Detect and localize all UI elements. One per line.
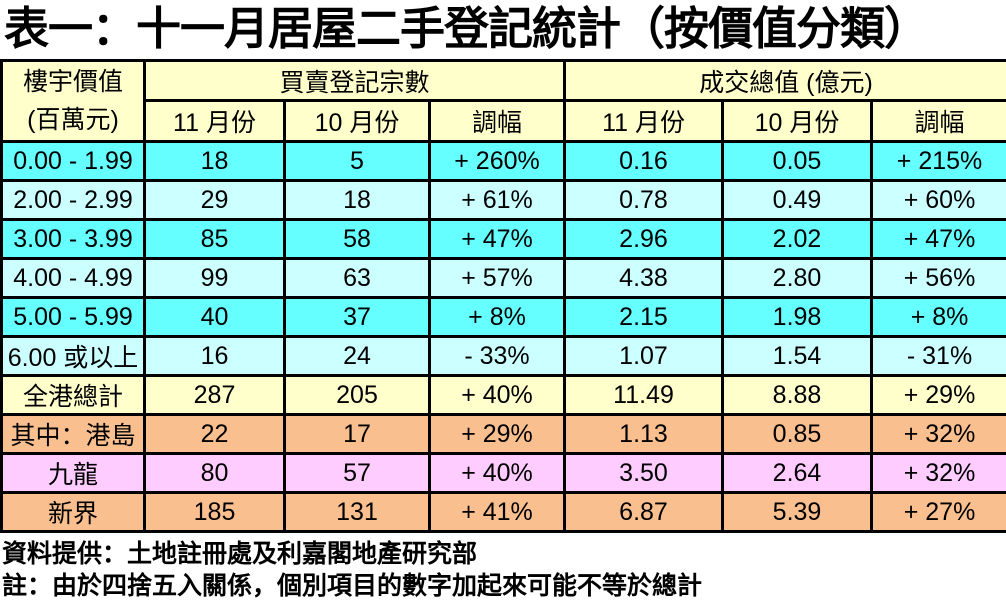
cell-reg-change: + 260% <box>427 140 567 182</box>
cell-val-oct: 1.54 <box>721 335 874 377</box>
cell-val-change: + 60% <box>870 179 1006 221</box>
cell-val-change: + 32% <box>870 413 1006 455</box>
cell-reg-nov: 40 <box>143 296 286 338</box>
table-row-hk-island: 其中：港島 22 17 + 29% 1.13 0.85 + 32% <box>0 413 1006 455</box>
cell-val-nov: 6.87 <box>563 491 725 533</box>
cell-val-oct: 2.64 <box>721 452 874 494</box>
column-header-reg-oct: 10 月份 <box>283 99 431 143</box>
cell-val-oct: 8.88 <box>721 374 874 416</box>
table-row: 6.00 或以上 16 24 - 33% 1.07 1.54 - 31% <box>0 335 1006 377</box>
cell-reg-change: - 33% <box>427 335 567 377</box>
row-label: 3.00 - 3.99 <box>0 218 146 260</box>
cell-reg-change: + 61% <box>427 179 567 221</box>
cell-val-change: + 56% <box>870 257 1006 299</box>
cell-val-nov: 3.50 <box>563 452 725 494</box>
building-value-unit: (百萬元) <box>27 106 119 134</box>
row-label: 0.00 - 1.99 <box>0 140 146 182</box>
cell-reg-change: + 8% <box>427 296 567 338</box>
page-title: 表一：十一月居屋二手登記統計（按價值分類） <box>4 3 929 54</box>
group-header-total-value: 成交總值 (億元) <box>563 59 1006 102</box>
table-row-new-territories: 新界 185 131 + 41% 6.87 5.39 + 27% <box>0 491 1006 533</box>
cell-reg-oct: 37 <box>283 296 431 338</box>
cell-reg-nov: 287 <box>143 374 286 416</box>
cell-reg-oct: 17 <box>283 413 431 455</box>
row-label: 九龍 <box>0 452 146 494</box>
cell-val-nov: 2.96 <box>563 218 725 260</box>
cell-reg-nov: 22 <box>143 413 286 455</box>
cell-reg-nov: 185 <box>143 491 286 533</box>
table-row: 3.00 - 3.99 85 58 + 47% 2.96 2.02 + 47% <box>0 218 1006 260</box>
row-label: 2.00 - 2.99 <box>0 179 146 221</box>
cell-val-nov: 0.78 <box>563 179 725 221</box>
source-note: 資料提供：土地註冊處及利嘉閣地產研究部 <box>2 541 478 568</box>
column-header-val-oct: 10 月份 <box>721 99 874 143</box>
header-row-groups: 樓宇價值 (百萬元) 買賣登記宗數 成交總值 (億元) <box>0 59 1006 143</box>
table-row: 4.00 - 4.99 99 63 + 57% 4.38 2.80 + 56% <box>0 257 1006 299</box>
row-label: 6.00 或以上 <box>0 335 146 377</box>
row-label: 新界 <box>0 491 146 533</box>
cell-reg-change: + 29% <box>427 413 567 455</box>
cell-reg-oct: 24 <box>283 335 431 377</box>
table-row-kowloon: 九龍 80 57 + 40% 3.50 2.64 + 32% <box>0 452 1006 494</box>
cell-val-nov: 1.07 <box>563 335 725 377</box>
table-row: 0.00 - 1.99 18 5 + 260% 0.16 0.05 + 215% <box>0 140 1006 182</box>
column-header-val-change: 調幅 <box>870 99 1006 143</box>
cell-reg-nov: 18 <box>143 140 286 182</box>
cell-val-nov: 11.49 <box>563 374 725 416</box>
group-header-registrations: 買賣登記宗數 <box>142 59 567 102</box>
row-label: 其中：港島 <box>0 413 146 455</box>
cell-reg-oct: 57 <box>283 452 431 494</box>
cell-val-nov: 0.16 <box>563 140 725 182</box>
cell-val-nov: 2.15 <box>563 296 725 338</box>
cell-reg-oct: 205 <box>283 374 431 416</box>
row-label: 5.00 - 5.99 <box>0 296 146 338</box>
stats-table: 樓宇價值 (百萬元) 買賣登記宗數 成交總值 (億元) 11 月份 10 月份 調… <box>0 59 1006 533</box>
cell-reg-change: + 40% <box>427 374 567 416</box>
cell-reg-nov: 16 <box>143 335 286 377</box>
cell-val-oct: 5.39 <box>721 491 874 533</box>
cell-reg-oct: 63 <box>283 257 431 299</box>
table-row-total: 全港總計 287 205 + 40% 11.49 8.88 + 29% <box>0 374 1006 416</box>
table-row: 5.00 - 5.99 40 37 + 8% 2.15 1.98 + 8% <box>0 296 1006 338</box>
column-header-reg-nov: 11 月份 <box>143 99 286 143</box>
cell-reg-oct: 58 <box>283 218 431 260</box>
cell-val-nov: 1.13 <box>563 413 725 455</box>
cell-reg-nov: 99 <box>143 257 286 299</box>
table-row: 2.00 - 2.99 29 18 + 61% 0.78 0.49 + 60% <box>0 179 1006 221</box>
cell-val-change: + 47% <box>870 218 1006 260</box>
cell-reg-nov: 85 <box>143 218 286 260</box>
cell-reg-oct: 131 <box>283 491 431 533</box>
cell-val-oct: 0.49 <box>721 179 874 221</box>
column-header-reg-change: 調幅 <box>427 99 567 143</box>
cell-val-oct: 2.02 <box>721 218 874 260</box>
cell-reg-oct: 5 <box>283 140 431 182</box>
row-label: 4.00 - 4.99 <box>0 257 146 299</box>
cell-val-change: + 27% <box>870 491 1006 533</box>
cell-val-oct: 0.05 <box>721 140 874 182</box>
cell-val-nov: 4.38 <box>563 257 725 299</box>
cell-val-change: + 29% <box>870 374 1006 416</box>
cell-reg-change: + 47% <box>427 218 567 260</box>
cell-val-change: + 215% <box>870 140 1006 182</box>
cell-reg-change: + 40% <box>427 452 567 494</box>
column-header-building-value: 樓宇價值 (百萬元) <box>0 59 146 143</box>
cell-val-oct: 0.85 <box>721 413 874 455</box>
cell-val-change: + 8% <box>870 296 1006 338</box>
cell-val-oct: 2.80 <box>721 257 874 299</box>
building-value-label: 樓宇價值 <box>22 68 123 96</box>
cell-val-oct: 1.98 <box>721 296 874 338</box>
cell-reg-oct: 18 <box>283 179 431 221</box>
cell-val-change: - 31% <box>870 335 1006 377</box>
cell-reg-change: + 41% <box>427 491 567 533</box>
row-label: 全港總計 <box>0 374 146 416</box>
rounding-note: 註：由於四捨五入關係，個別項目的數字加起來可能不等於總計 <box>2 573 703 600</box>
cell-val-change: + 32% <box>870 452 1006 494</box>
cell-reg-change: + 57% <box>427 257 567 299</box>
cell-reg-nov: 29 <box>143 179 286 221</box>
header-row-months: 11 月份 10 月份 調幅 11 月份 10 月份 調幅 <box>2 99 1006 143</box>
cell-reg-nov: 80 <box>143 452 286 494</box>
column-header-val-nov: 11 月份 <box>563 99 725 143</box>
footnotes: 資料提供：土地註冊處及利嘉閣地產研究部 註：由於四捨五入關係，個別項目的數字加起… <box>0 533 1006 603</box>
